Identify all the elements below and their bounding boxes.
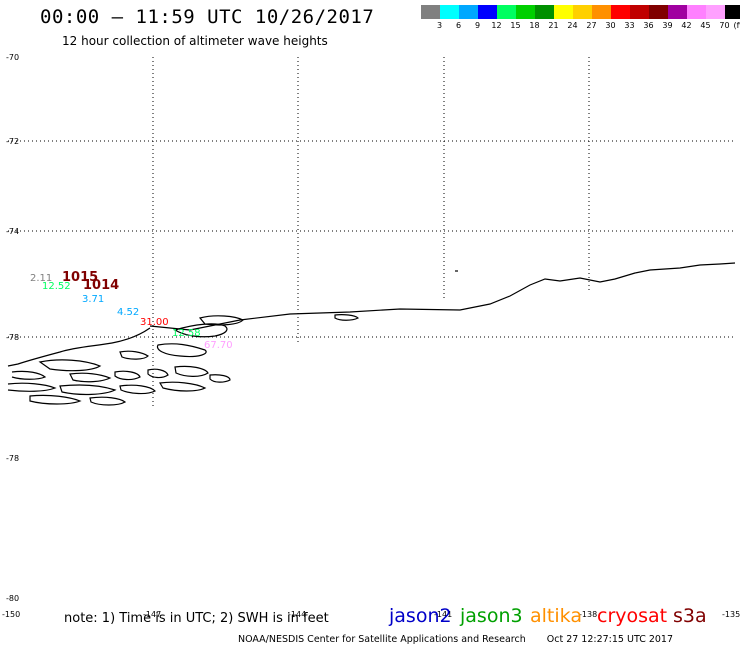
footer-credit-text: NOAA/NESDIS Center for Satellite Applica… [238, 634, 526, 645]
color-scale-swatch [592, 5, 611, 19]
color-scale-swatch [459, 5, 478, 19]
island-outline [89, 396, 127, 406]
legend-s3a: s3a [673, 605, 707, 627]
color-scale-swatch [706, 5, 725, 19]
lon-label: -138 [579, 610, 597, 619]
color-scale-unit: (ft) [733, 21, 740, 30]
observation-labels: 2.11 1015 12.52 1014 3.71 4.52 31.00 12.… [30, 270, 233, 351]
island-outline [114, 370, 141, 381]
color-scale-swatch [478, 5, 497, 19]
color-scale-label: 21 [548, 21, 559, 30]
color-scale-label: 18 [529, 21, 540, 30]
units-note: note: 1) Time is in UTC; 2) SWH is in fe… [64, 611, 329, 626]
island-outline [174, 365, 209, 377]
wave-height-label: 2.11 [30, 273, 52, 284]
island-outline [29, 394, 82, 405]
island-outline [11, 370, 47, 380]
wave-height-label: 67.70 [204, 340, 233, 351]
island-outline [159, 381, 207, 392]
coast-segment [7, 327, 151, 367]
color-scale-label: 45 [700, 21, 711, 30]
island-outline [147, 368, 169, 379]
coastline [7, 262, 736, 406]
color-scale-swatch [440, 5, 459, 19]
color-scale-swatch [687, 5, 706, 19]
wave-height-label: 31.00 [140, 317, 169, 328]
color-scale-label: 15 [510, 21, 521, 30]
color-scale-swatch [630, 5, 649, 19]
wave-height-label: 3.71 [82, 294, 104, 305]
color-scale-label: 24 [567, 21, 578, 30]
color-scale-swatch [725, 5, 740, 19]
lat-label: -70 [6, 53, 19, 62]
footer-timestamp: Oct 27 12:27:15 UTC 2017 [546, 634, 674, 645]
coast-segment [173, 323, 228, 338]
color-scale-swatch [611, 5, 630, 19]
color-scale-swatch [516, 5, 535, 19]
island-outline [69, 372, 112, 383]
island-outline [38, 359, 102, 372]
color-scale-label: 36 [643, 21, 654, 30]
lon-label: -141 [434, 610, 452, 619]
lat-label: -72 [6, 137, 19, 146]
map-title: 00:00 – 11:59 UTC 10/26/2017 [40, 6, 375, 28]
color-scale-swatch [421, 5, 440, 19]
island-outline [198, 315, 245, 326]
wave-height-label: 12.58 [172, 328, 201, 339]
color-scale-label: 42 [681, 21, 692, 30]
wave-height-label: 4.52 [117, 307, 139, 318]
lon-label: -147 [143, 610, 161, 619]
legend-jason2: jason2 [389, 605, 452, 627]
color-scale-label: 33 [624, 21, 635, 30]
island-outline [119, 384, 157, 395]
legend-altika: altika [530, 605, 582, 627]
lat-label: -74 [6, 227, 19, 236]
island-outline [59, 384, 117, 396]
wave-height-label: 12.52 [42, 281, 71, 292]
lat-label: -78 [6, 454, 19, 463]
color-scale-label: 30 [605, 21, 616, 30]
color-scale-swatch [573, 5, 592, 19]
color-scale-label: 39 [662, 21, 673, 30]
island-outline [209, 374, 231, 383]
color-scale-swatch [554, 5, 573, 19]
map-subtitle: 12 hour collection of altimeter wave hei… [62, 34, 328, 48]
island-outline [7, 382, 57, 392]
footer-credit: NOAA/NESDIS Center for Satellite Applica… [238, 634, 673, 645]
island-outline [334, 314, 360, 321]
color-scale-swatch [668, 5, 687, 19]
color-scale-swatch [497, 5, 516, 19]
pressure-label: 1015 [62, 270, 98, 285]
island-outline [156, 343, 207, 358]
color-scale-bar [421, 5, 740, 19]
color-scale-label: 12 [491, 21, 502, 30]
lon-label: -135 [722, 610, 740, 619]
color-scale-label: 70 [719, 21, 730, 30]
legend-jason3: jason3 [460, 605, 523, 627]
color-scale-label: 9 [474, 21, 481, 30]
pressure-label: 1014 [83, 278, 119, 293]
lon-label: -144 [288, 610, 306, 619]
lat-label: -80 [6, 594, 19, 603]
map-grid [8, 57, 735, 408]
lat-label: -78 [6, 333, 19, 342]
island-outline [119, 350, 149, 360]
lon-label: -150 [2, 610, 20, 619]
color-scale-label: 3 [436, 21, 443, 30]
color-scale-label: 6 [455, 21, 462, 30]
color-scale-swatch [535, 5, 554, 19]
color-scale-label: 27 [586, 21, 597, 30]
ice-shelf-edge [149, 262, 736, 331]
color-scale-swatch [649, 5, 668, 19]
legend-cryosat: cryosat [597, 605, 668, 627]
